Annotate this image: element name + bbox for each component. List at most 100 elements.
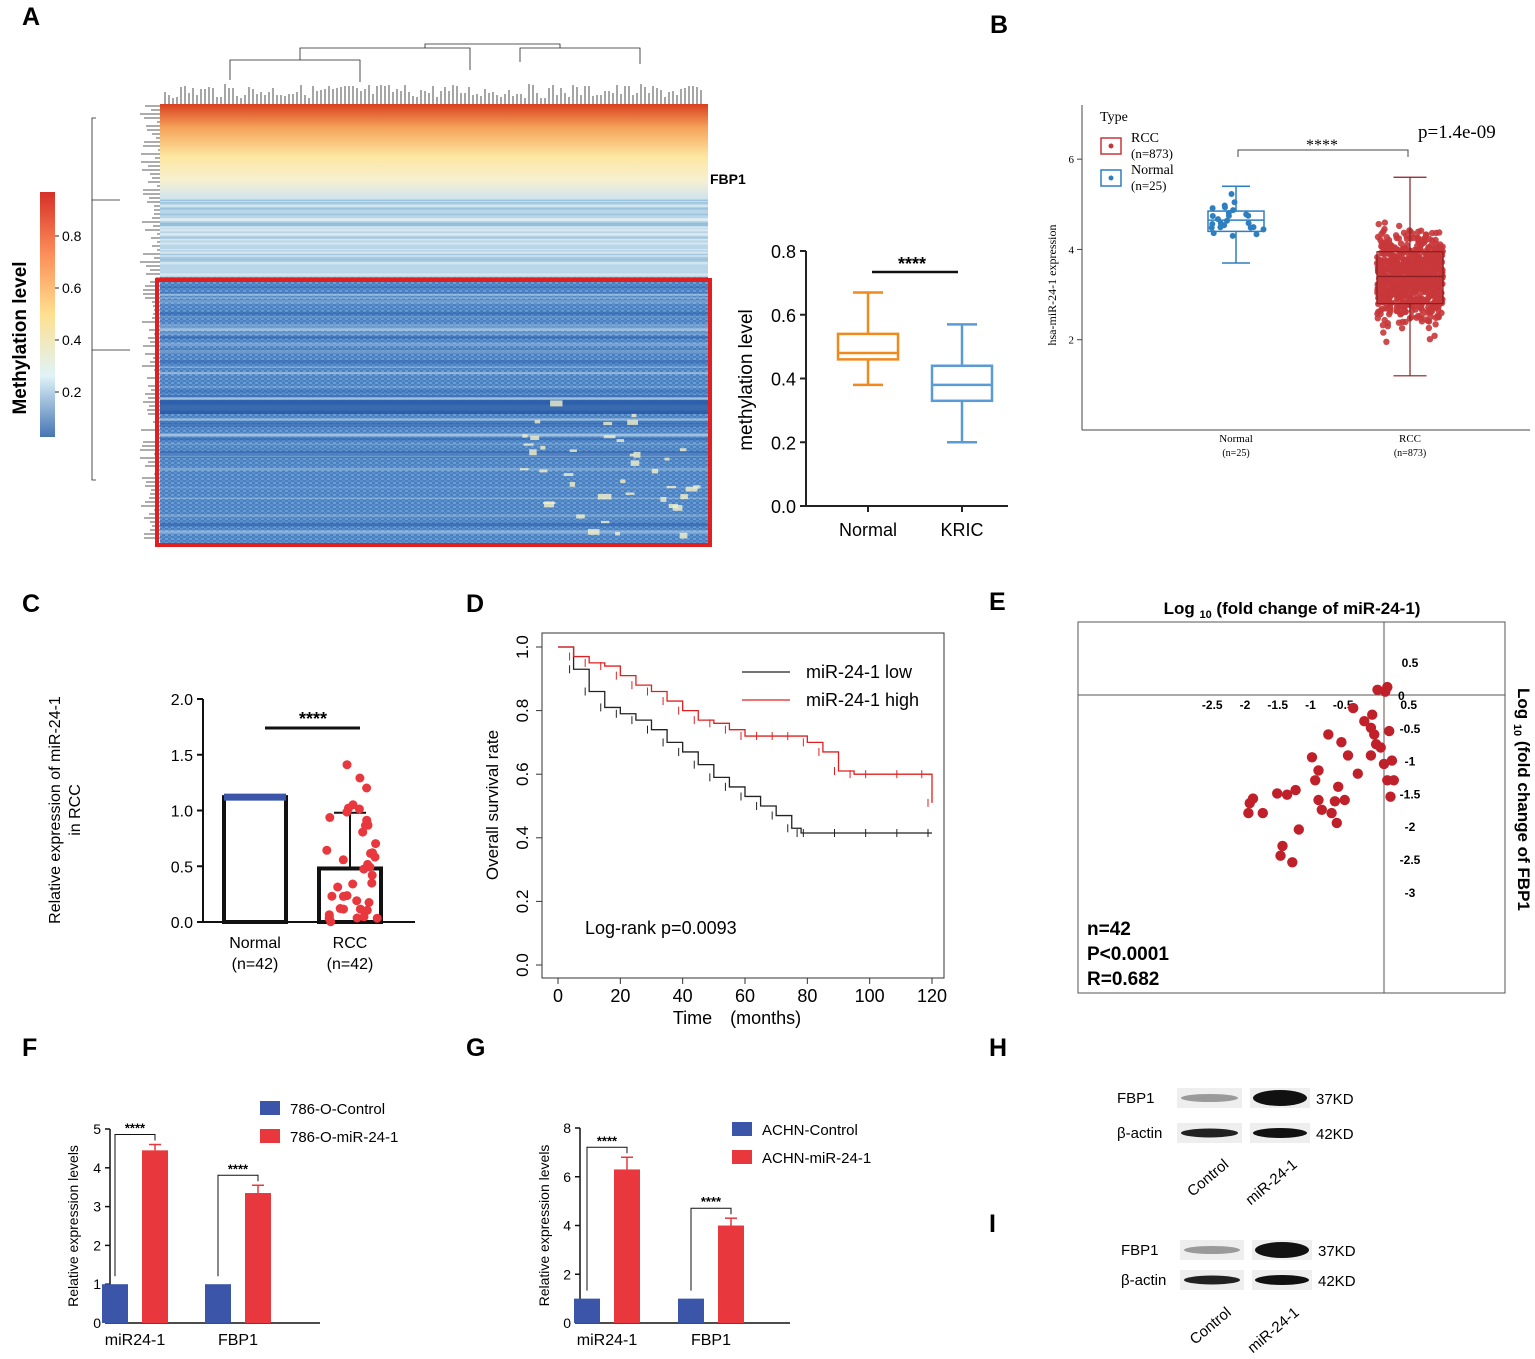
survival-curve-high bbox=[558, 646, 933, 803]
scatter-point bbox=[1359, 716, 1370, 727]
rcc-point bbox=[1438, 269, 1446, 276]
y-tick-label: 2 bbox=[563, 1266, 571, 1282]
scatter-point bbox=[1386, 755, 1398, 766]
heatmap-stripe bbox=[569, 449, 577, 452]
x-tick-label: KRIC bbox=[940, 520, 983, 540]
heatmap-stripe bbox=[160, 422, 708, 427]
rcc-point bbox=[362, 905, 372, 915]
normal-point bbox=[1229, 232, 1236, 239]
rcc-point bbox=[1428, 308, 1436, 315]
heatmap-stripe bbox=[160, 213, 708, 216]
heatmap-stripe bbox=[160, 252, 708, 254]
significance-bracket bbox=[690, 1207, 732, 1291]
rcc-point bbox=[1393, 261, 1400, 268]
heatmap-stripe bbox=[160, 400, 708, 414]
rcc-point bbox=[1385, 266, 1392, 274]
bar-normal bbox=[222, 795, 288, 924]
y-tick-label: 0.8 bbox=[771, 242, 796, 262]
blot-band-mir bbox=[1255, 1275, 1309, 1285]
rcc-point bbox=[1432, 288, 1440, 295]
x-tick-label: RCC bbox=[333, 935, 368, 952]
stat-label: n=42 bbox=[1087, 919, 1131, 940]
rcc-point bbox=[1383, 289, 1390, 297]
heatmap-stripe bbox=[539, 469, 548, 473]
rcc-point bbox=[1383, 257, 1390, 265]
title-sub: 10 bbox=[1199, 609, 1211, 621]
rcc-point bbox=[1386, 311, 1393, 318]
heatmap-stripe bbox=[160, 219, 708, 221]
panel-letter-i: I bbox=[989, 1210, 996, 1238]
scatter-point bbox=[1310, 775, 1321, 786]
legend-swatch-dot bbox=[1108, 143, 1114, 149]
heatmap-stripe bbox=[160, 332, 708, 335]
rcc-point bbox=[342, 760, 352, 770]
rcc-point bbox=[1396, 222, 1403, 230]
rcc-point bbox=[367, 878, 377, 888]
bar-control bbox=[574, 1298, 600, 1323]
y-tick-label: 0.6 bbox=[513, 762, 532, 786]
rcc-point bbox=[355, 904, 365, 914]
legend-title: Type bbox=[1100, 110, 1128, 125]
heatmap-stripe bbox=[160, 259, 708, 262]
legend-swatch bbox=[260, 1129, 280, 1143]
scatter-point bbox=[1326, 807, 1337, 819]
legend-swatch bbox=[260, 1101, 280, 1115]
colorbar-tick-label: 0.4 bbox=[62, 332, 82, 348]
heatmap-stripe bbox=[160, 312, 708, 317]
survival-curve-low bbox=[558, 646, 932, 834]
scatter-point bbox=[1352, 768, 1364, 779]
blot-band-control bbox=[1184, 1246, 1240, 1254]
scatter-point bbox=[1348, 702, 1359, 714]
panel-letter-b: B bbox=[990, 11, 1008, 39]
rcc-point bbox=[348, 800, 358, 810]
y-tick-label: -1.5 bbox=[1400, 787, 1421, 801]
y-tick-label: 6 bbox=[563, 1169, 571, 1185]
scatter-point bbox=[1313, 794, 1324, 806]
heatmap-stripe bbox=[615, 532, 620, 536]
normal-point bbox=[1209, 213, 1216, 219]
rcc-point bbox=[1428, 229, 1436, 237]
blot-band-control bbox=[1181, 1128, 1238, 1138]
heatmap-stripe bbox=[160, 453, 708, 456]
significance-bracket bbox=[217, 1174, 259, 1277]
rcc-point bbox=[364, 898, 374, 907]
heatmap-stripe bbox=[160, 237, 708, 239]
rcc-point bbox=[1432, 321, 1439, 328]
panel-letter-e: E bbox=[989, 588, 1006, 616]
heatmap-stripe bbox=[534, 420, 541, 424]
heatmap-stripe bbox=[160, 324, 708, 326]
scatter-point bbox=[1365, 750, 1377, 761]
legend-label: miR-24-1 high bbox=[806, 690, 919, 710]
rcc-point bbox=[1397, 311, 1404, 318]
legend-label: miR-24-1 low bbox=[806, 662, 913, 682]
y-tick-label: 0.5 bbox=[171, 859, 193, 876]
normal-point bbox=[1222, 204, 1228, 211]
rcc-point bbox=[333, 882, 343, 892]
rcc-point bbox=[371, 839, 381, 849]
blot-size-label: 37KD bbox=[1318, 1243, 1356, 1260]
normal-point bbox=[1228, 191, 1235, 197]
heatmap-stripe bbox=[160, 254, 708, 257]
heatmap-stripe bbox=[160, 350, 708, 355]
legend-label: Normal bbox=[1131, 163, 1174, 178]
panel-g-bar: 0 2 4 6 8 Relative expression levels **** miR24… bbox=[536, 1120, 871, 1349]
heatmap-stripe bbox=[160, 452, 708, 455]
normal-point bbox=[1245, 220, 1252, 227]
rcc-point bbox=[1402, 274, 1410, 281]
heatmap-colorbar bbox=[40, 192, 55, 437]
legend-label: ACHN-Control bbox=[762, 1122, 858, 1139]
panel-letter-d: D bbox=[466, 590, 484, 618]
y-tick-label: -3 bbox=[1405, 886, 1416, 900]
x-tick-label: 100 bbox=[855, 986, 885, 1006]
heatmap-stripe bbox=[576, 514, 585, 519]
heatmap-stripe bbox=[569, 482, 575, 487]
rcc-point bbox=[1412, 252, 1419, 259]
legend-swatch bbox=[732, 1150, 752, 1164]
y-tick-label: 1.0 bbox=[513, 635, 532, 659]
rcc-point bbox=[1435, 249, 1443, 256]
rcc-point bbox=[1377, 270, 1385, 277]
rcc-point bbox=[1431, 332, 1438, 339]
rcc-point bbox=[1400, 256, 1407, 263]
scatter-title: Log 10 (fold change of miR-24-1) bbox=[1164, 599, 1421, 621]
rcc-point bbox=[1413, 297, 1421, 304]
